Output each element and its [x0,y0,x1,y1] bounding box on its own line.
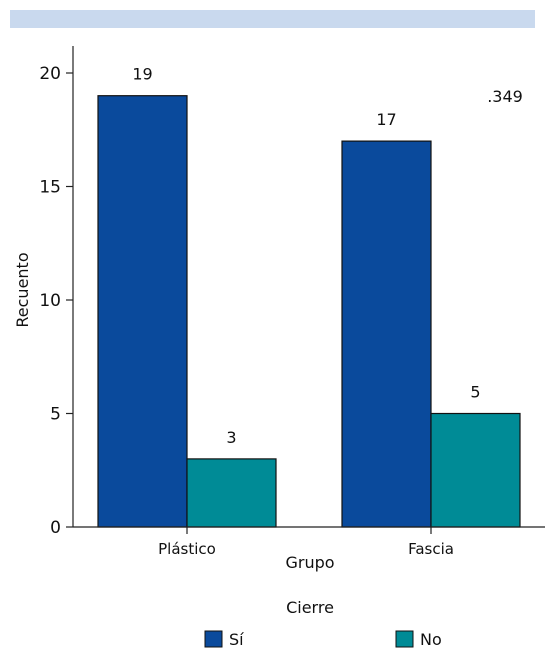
legend: Sí No [204,630,442,649]
y-tick-label: 20 [39,64,61,84]
bar-fascia-si [341,140,432,528]
bar-value-label: 5 [470,383,480,402]
x-categories-group: Plástico Fascia [158,527,454,558]
x-category-label: Plástico [158,540,216,558]
y-tick-label: 5 [50,405,61,425]
bars-group [97,95,521,528]
y-tick-label: 15 [39,178,61,198]
legend-title: Cierre [286,598,334,617]
y-tick-label: 0 [50,518,61,538]
bar-fascia-no [430,412,521,528]
x-axis-title: Grupo [285,553,334,572]
bar-value-label: 17 [376,110,396,129]
bar-plástico-si [97,95,188,528]
bar-value-label: 3 [226,428,236,447]
y-axis-title: Recuento [13,252,32,327]
chart-annotation: .349 [487,87,523,106]
bar-plástico-no [186,458,277,528]
x-category-label: Fascia [408,540,454,558]
y-tick-label: 10 [39,291,61,311]
value-labels-group: 19 17 3 5 [132,65,480,447]
y-ticks-group: 0 5 10 15 20 [39,64,73,538]
legend-swatch-no [395,630,414,648]
legend-swatch-si [204,630,223,648]
header-band [10,10,535,28]
bar-value-label: 19 [132,65,152,84]
legend-label-no: No [420,630,442,649]
legend-label-si: Sí [229,630,244,649]
